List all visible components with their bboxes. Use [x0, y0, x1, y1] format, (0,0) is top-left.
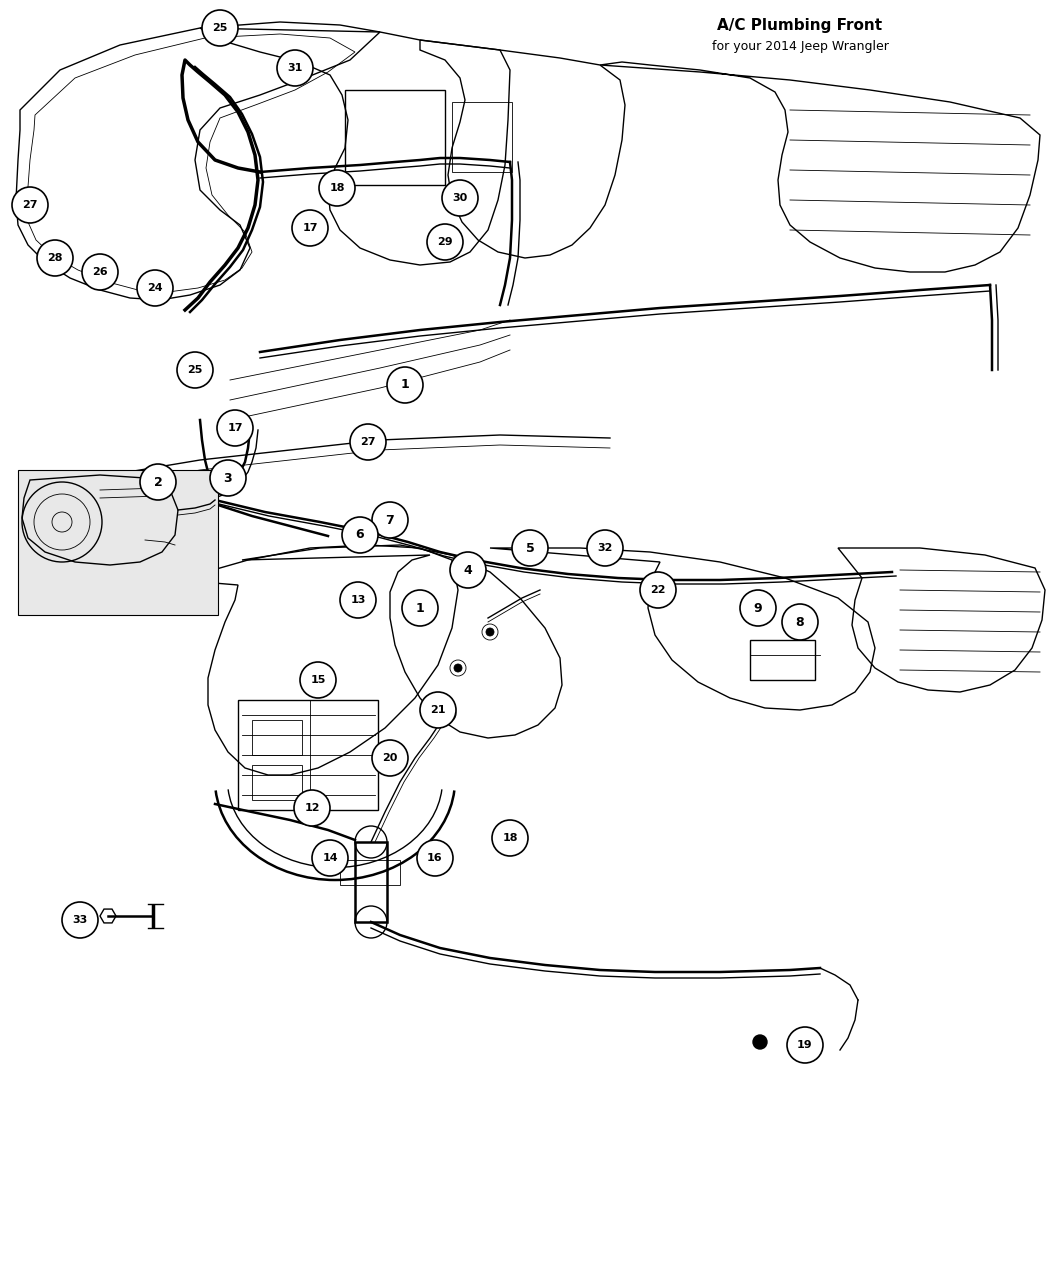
Circle shape	[140, 464, 176, 500]
Text: 28: 28	[47, 252, 63, 263]
Text: 5: 5	[526, 542, 534, 555]
Text: 25: 25	[212, 23, 228, 33]
Circle shape	[492, 820, 528, 856]
Circle shape	[177, 352, 213, 388]
Bar	[18, 470, 218, 615]
Text: 9: 9	[754, 602, 762, 615]
Text: 12: 12	[304, 803, 320, 813]
Text: 17: 17	[302, 223, 318, 233]
Circle shape	[12, 187, 48, 223]
Text: 25: 25	[187, 365, 203, 375]
Text: 14: 14	[322, 853, 338, 863]
Text: 1: 1	[416, 602, 424, 615]
Circle shape	[294, 790, 330, 826]
Circle shape	[37, 240, 74, 275]
Circle shape	[350, 425, 386, 460]
Circle shape	[312, 840, 348, 876]
Text: 17: 17	[227, 423, 243, 434]
Circle shape	[782, 604, 818, 640]
Circle shape	[319, 170, 355, 207]
Text: 20: 20	[382, 754, 398, 762]
Circle shape	[486, 629, 494, 636]
Text: A/C Plumbing Front: A/C Plumbing Front	[717, 18, 883, 33]
Text: for your 2014 Jeep Wrangler: for your 2014 Jeep Wrangler	[712, 40, 888, 54]
Bar	[345, 91, 445, 185]
Circle shape	[292, 210, 328, 246]
Circle shape	[300, 662, 336, 697]
Text: 29: 29	[437, 237, 453, 247]
Text: 15: 15	[311, 674, 326, 685]
Text: 7: 7	[385, 514, 395, 527]
Circle shape	[387, 367, 423, 403]
Circle shape	[217, 411, 253, 446]
Circle shape	[753, 1035, 766, 1049]
Text: 19: 19	[797, 1040, 813, 1051]
Circle shape	[427, 224, 463, 260]
Text: 24: 24	[147, 283, 163, 293]
Bar	[252, 720, 302, 755]
Text: 18: 18	[330, 184, 344, 193]
Text: 26: 26	[92, 266, 108, 277]
Circle shape	[512, 530, 548, 566]
Text: 18: 18	[502, 833, 518, 843]
Circle shape	[444, 710, 452, 718]
Circle shape	[640, 572, 676, 608]
Circle shape	[372, 502, 408, 538]
Circle shape	[587, 530, 623, 566]
Text: 1: 1	[401, 379, 410, 391]
Text: 2: 2	[153, 476, 163, 488]
Text: 31: 31	[288, 62, 302, 73]
Text: 27: 27	[22, 200, 38, 210]
Text: 27: 27	[360, 437, 376, 448]
Bar	[252, 765, 302, 799]
Text: 32: 32	[597, 543, 613, 553]
Circle shape	[450, 552, 486, 588]
Circle shape	[210, 460, 246, 496]
Circle shape	[788, 1026, 823, 1063]
Text: 3: 3	[224, 472, 232, 484]
Circle shape	[277, 50, 313, 85]
Text: 21: 21	[430, 705, 446, 715]
Text: 30: 30	[453, 193, 467, 203]
Circle shape	[740, 590, 776, 626]
Text: 8: 8	[796, 616, 804, 629]
Circle shape	[442, 180, 478, 215]
Bar	[238, 700, 378, 810]
Circle shape	[202, 10, 238, 46]
Text: 22: 22	[650, 585, 666, 595]
Bar	[452, 102, 512, 172]
Text: 4: 4	[464, 564, 473, 576]
Circle shape	[402, 590, 438, 626]
Circle shape	[420, 692, 456, 728]
Circle shape	[417, 840, 453, 876]
Bar	[750, 640, 815, 680]
Circle shape	[342, 516, 378, 553]
Bar	[355, 842, 387, 922]
Circle shape	[62, 901, 98, 938]
Circle shape	[340, 581, 376, 618]
Text: 33: 33	[72, 915, 87, 924]
Circle shape	[372, 740, 408, 776]
Text: 13: 13	[351, 595, 365, 606]
Bar	[340, 861, 400, 885]
Circle shape	[454, 664, 462, 672]
Text: 16: 16	[427, 853, 443, 863]
Circle shape	[82, 254, 118, 289]
Text: 6: 6	[356, 529, 364, 542]
Circle shape	[136, 270, 173, 306]
